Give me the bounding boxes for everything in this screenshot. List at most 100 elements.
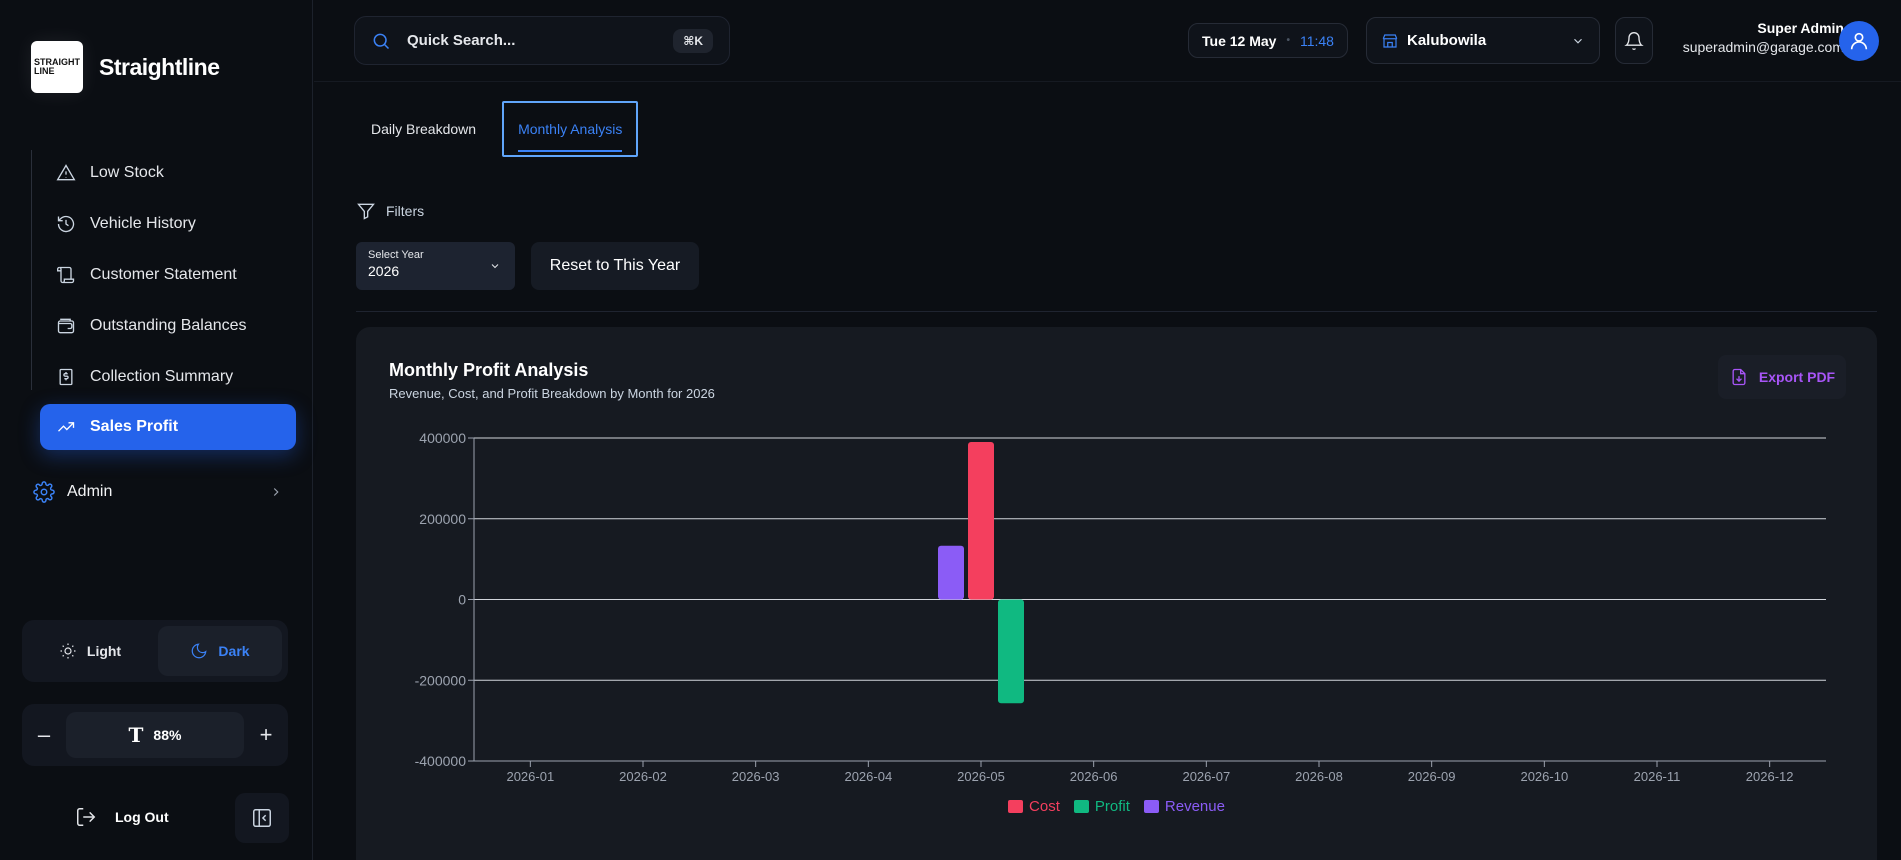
tab-daily-breakdown[interactable]: Daily Breakdown [371, 121, 477, 137]
reset-year-button[interactable]: Reset to This Year [531, 242, 699, 290]
warning-icon [56, 164, 76, 181]
sidebar-item-admin[interactable]: Admin [33, 478, 283, 506]
user-icon [1850, 32, 1868, 50]
x-tick-label: 2026-02 [619, 769, 667, 784]
export-pdf-label: Export PDF [1758, 369, 1836, 385]
sidebar-item-outstanding-balances[interactable]: Outstanding Balances [40, 303, 296, 349]
year-select[interactable]: Select Year 2026 [356, 242, 515, 290]
brand[interactable]: STRAIGHT LINE Straightline [31, 41, 220, 93]
legend-item-profit[interactable]: Profit [1073, 798, 1130, 815]
search-bar[interactable]: Quick Search... ⌘K [354, 16, 730, 65]
sidebar-item-label: Low Stock [90, 164, 164, 181]
x-tick-label: 2026-11 [1634, 769, 1681, 784]
sidebar: STRAIGHT LINE Straightline Low Stock Veh… [0, 0, 313, 860]
legend-swatch [1143, 800, 1159, 813]
bar-cost [968, 442, 994, 600]
theme-light-button[interactable]: Light [28, 626, 152, 676]
export-pdf-button[interactable]: Export PDF [1718, 355, 1846, 399]
legend-item-revenue[interactable]: Revenue [1143, 798, 1225, 815]
sidebar-item-admin-label: Admin [67, 483, 113, 500]
current-time: 11:48 [1299, 32, 1334, 49]
avatar[interactable] [1839, 21, 1879, 61]
trending-up-icon [58, 422, 75, 432]
chevron-down-icon [1574, 38, 1582, 44]
scroll-icon [57, 266, 75, 284]
x-tick-label: 2026-06 [1070, 769, 1118, 784]
x-tick-label: 2026-08 [1295, 769, 1343, 784]
x-tick-label: 2026-09 [1408, 769, 1456, 784]
theme-dark-label: Dark [218, 643, 250, 659]
collapse-sidebar-button[interactable] [235, 793, 289, 843]
bar-profit [998, 599, 1024, 704]
zoom-in-button[interactable]: + [259, 722, 273, 747]
sidebar-item-label: Collection Summary [90, 368, 234, 385]
view-tabs: Daily Breakdown Monthly Analysis [357, 101, 639, 157]
x-tick-label: 2026-07 [1182, 769, 1230, 784]
legend-label: Revenue [1164, 798, 1225, 815]
y-tick-label: -400000 [415, 753, 467, 769]
y-tick-label: 400000 [419, 430, 466, 446]
year-select-value: 2026 [368, 263, 400, 279]
sidebar-item-sales-profit[interactable]: Sales Profit [40, 404, 296, 450]
sidebar-item-label: Outstanding Balances [90, 317, 247, 334]
search-input[interactable]: Quick Search... [407, 32, 516, 49]
x-tick-label: 2026-05 [957, 769, 1005, 784]
file-download-icon [1732, 368, 1746, 386]
brand-logo-text: STRAIGHT LINE [34, 57, 80, 76]
theme-light-label: Light [86, 643, 122, 659]
brand-logo: STRAIGHT LINE [31, 41, 83, 93]
sidebar-item-vehicle-history[interactable]: Vehicle History [40, 201, 296, 247]
filters-label: Filters [386, 203, 425, 219]
panel-left-icon [253, 809, 271, 827]
sidebar-item-label: Vehicle History [90, 215, 196, 232]
card-title: Monthly Profit Analysis [389, 360, 589, 380]
profit-chart-card: Monthly Profit Analysis Revenue, Cost, a… [356, 327, 1877, 860]
card-subtitle: Revenue, Cost, and Profit Breakdown by M… [389, 386, 715, 401]
sidebar-item-label: Customer Statement [90, 266, 237, 283]
logout-button[interactable]: Log Out [75, 806, 169, 828]
x-tick-label: 2026-03 [732, 769, 780, 784]
filters-header: Filters [356, 201, 424, 221]
sidebar-item-customer-statement[interactable]: Customer Statement [40, 252, 296, 298]
branch-selector[interactable]: Kalubowila [1366, 17, 1600, 64]
sidebar-item-label: Sales Profit [90, 418, 179, 435]
font-zoom-control: – T 88% + [22, 704, 288, 766]
filter-icon [357, 203, 375, 220]
date-time-display: Tue 12 May • 11:48 [1188, 23, 1348, 58]
legend-item-cost[interactable]: Cost [1008, 798, 1060, 815]
legend-swatch [1008, 800, 1024, 813]
monthly-profit-chart: 400000 200000 0 -200000 -400000 2026-01 2026-0… [415, 430, 1826, 784]
x-tick-label: 2026-04 [844, 769, 892, 784]
search-icon [373, 33, 390, 49]
sidebar-item-low-stock[interactable]: Low Stock [40, 150, 296, 196]
logout-label: Log Out [115, 809, 169, 825]
logout-icon [77, 808, 96, 826]
sidebar-item-collection-summary[interactable]: Collection Summary [40, 354, 296, 400]
moon-icon [192, 643, 207, 659]
user-email: superadmin@garage.com [1682, 39, 1844, 55]
user-info[interactable]: Super Admin superadmin@garage.com [1664, 20, 1844, 55]
notifications-button[interactable] [1615, 17, 1653, 64]
y-tick-label: 200000 [419, 511, 466, 527]
year-select-label: Select Year [368, 249, 424, 261]
x-tick-label: 2026-10 [1520, 769, 1568, 784]
gear-icon [33, 481, 55, 503]
tab-monthly-analysis[interactable]: Monthly Analysis [502, 101, 639, 157]
y-tick-label: -200000 [415, 672, 467, 688]
theme-switcher: Light Dark [22, 620, 288, 682]
branch-name: Kalubowila [1407, 32, 1487, 49]
separator-dot: • [1286, 35, 1290, 46]
sun-icon [60, 643, 76, 659]
user-name: Super Admin [1757, 20, 1844, 36]
theme-dark-button[interactable]: Dark [158, 626, 282, 676]
legend-label: Cost [1029, 798, 1060, 815]
zoom-out-button[interactable]: – [37, 722, 51, 747]
nav-tree-line [31, 150, 32, 390]
chevron-down-icon [491, 264, 499, 269]
y-tick-label: 0 [458, 592, 466, 608]
chart-legend: Cost Profit Revenue [356, 798, 1877, 815]
top-bar: Quick Search... ⌘K Tue 12 May • 11:48 Ka… [314, 0, 1901, 82]
zoom-level-display[interactable]: T 88% [66, 712, 244, 758]
brand-name: Straightline [99, 53, 220, 80]
